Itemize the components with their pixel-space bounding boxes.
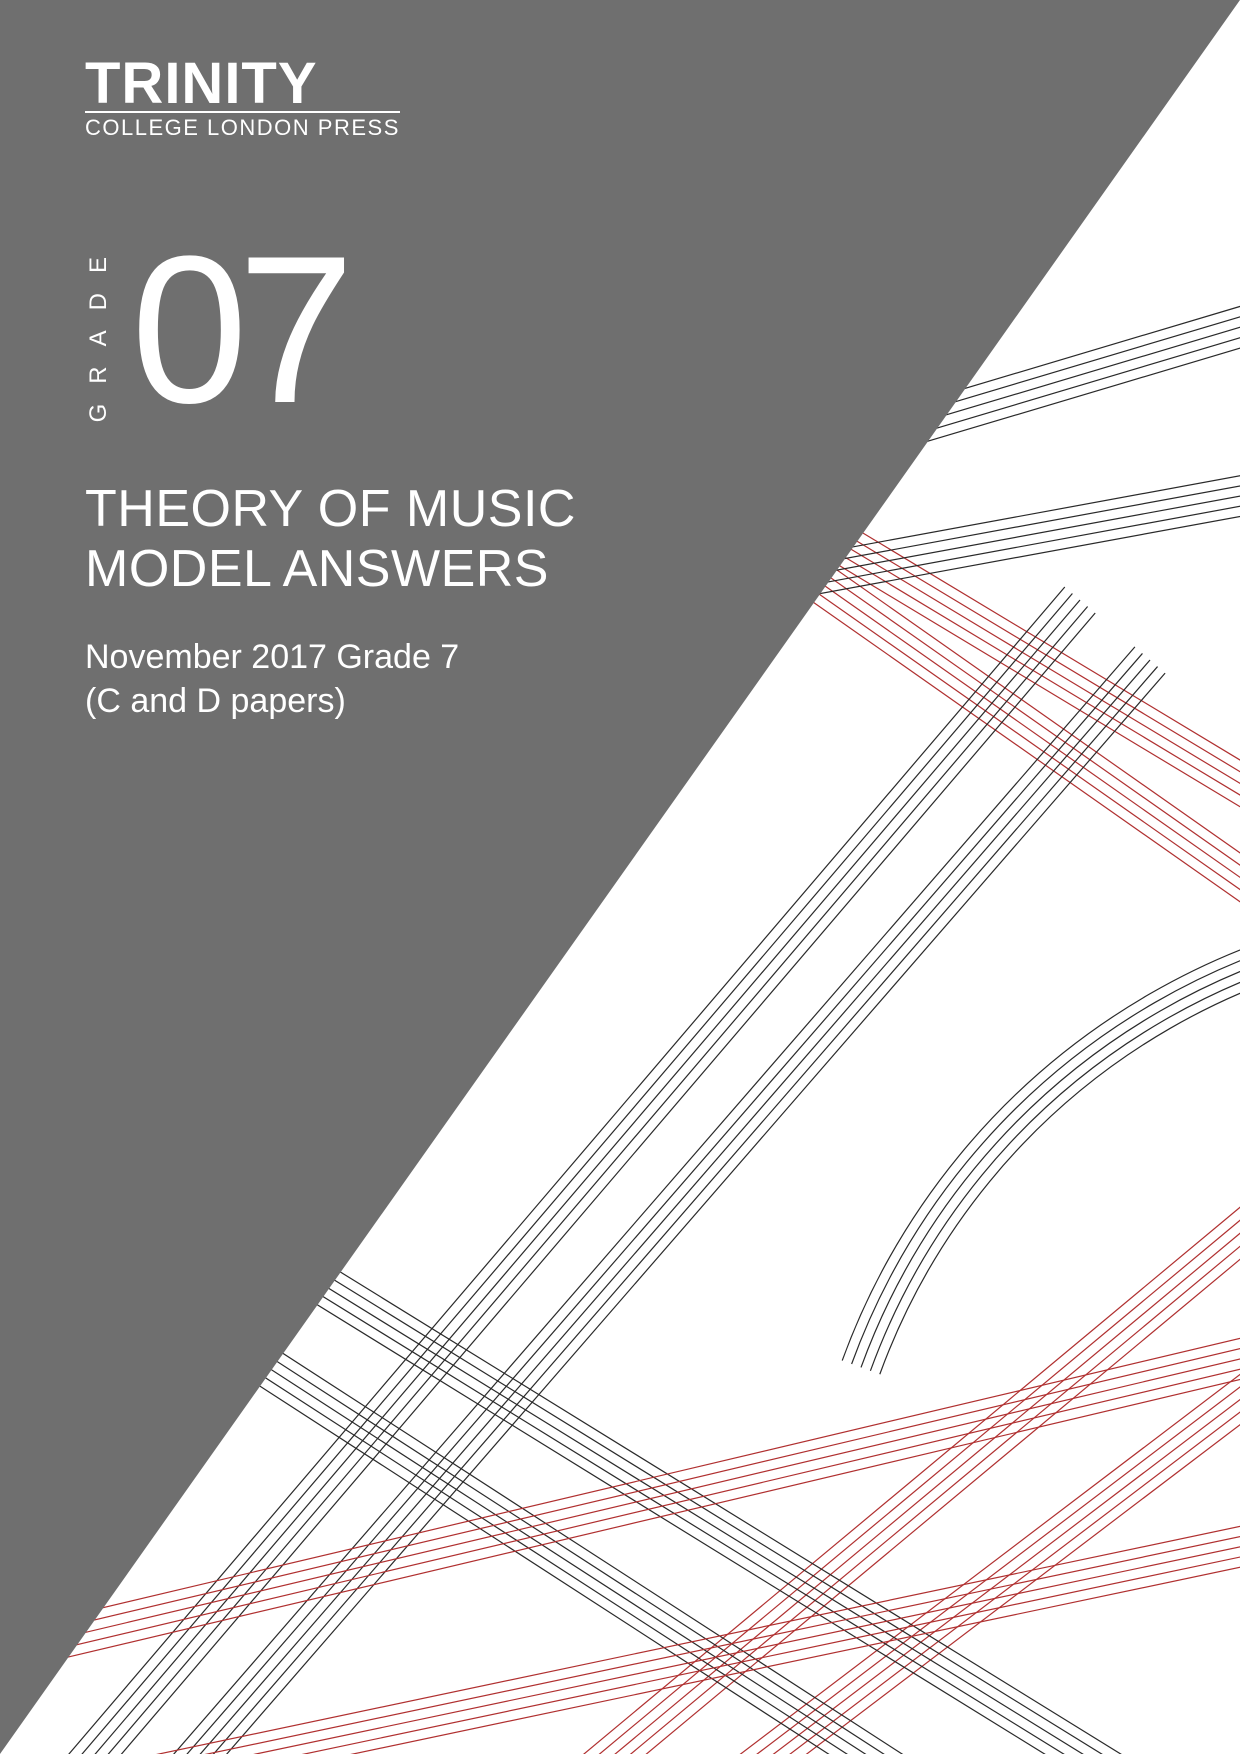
- title-line-1: THEORY OF MUSIC: [85, 480, 576, 540]
- subtitle-line-2: (C and D papers): [85, 679, 459, 723]
- title-line-2: MODEL ANSWERS: [85, 540, 576, 600]
- grade-block: GRADE 07: [85, 235, 345, 424]
- grade-label: GRADE: [85, 237, 113, 422]
- cover-content: TRINITY COLLEGE LONDON PRESS GRADE 07 TH…: [0, 0, 1240, 1754]
- title-block: THEORY OF MUSIC MODEL ANSWERS: [85, 480, 576, 600]
- subtitle-line-1: November 2017 Grade 7: [85, 635, 459, 679]
- grade-number: 07: [131, 235, 345, 424]
- logo: TRINITY COLLEGE LONDON PRESS: [85, 55, 400, 141]
- logo-tagline: COLLEGE LONDON PRESS: [85, 111, 400, 141]
- logo-brand: TRINITY: [85, 55, 400, 113]
- subtitle-block: November 2017 Grade 7 (C and D papers): [85, 635, 459, 723]
